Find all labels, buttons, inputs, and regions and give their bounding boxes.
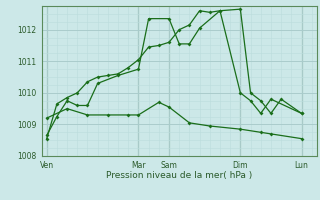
X-axis label: Pression niveau de la mer( hPa ): Pression niveau de la mer( hPa )	[106, 171, 252, 180]
